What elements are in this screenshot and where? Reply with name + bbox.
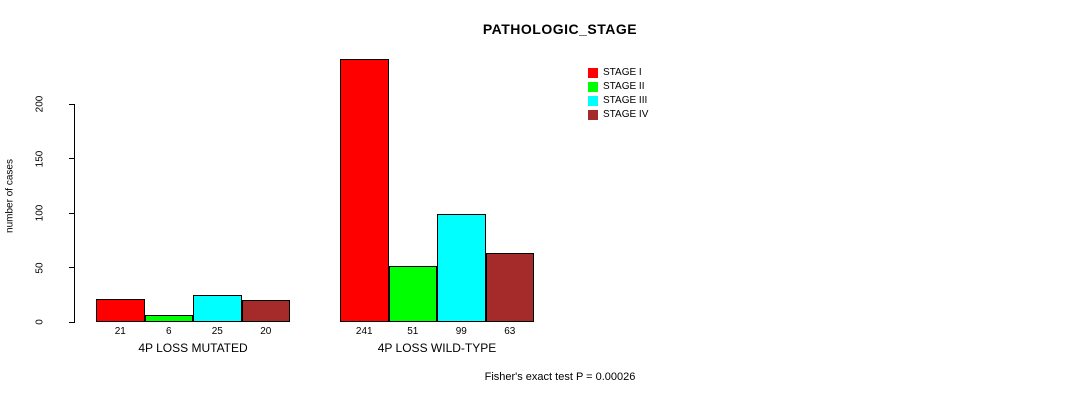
legend-label: STAGE I [603, 67, 642, 78]
bar-value-label: 20 [260, 326, 272, 337]
bar-value-label: 6 [165, 326, 172, 337]
legend-swatch [588, 96, 598, 106]
bar-stage-iii [193, 295, 242, 322]
legend-label: STAGE II [603, 81, 645, 92]
y-tick-label-text: 200 [34, 95, 46, 113]
y-tick-mark [69, 212, 74, 214]
bar-stage-iv [241, 300, 290, 322]
legend-swatch [588, 82, 598, 92]
y-tick-label-text: 150 [34, 150, 46, 167]
bar-value-label: 99 [455, 326, 467, 337]
legend-swatch [588, 110, 598, 120]
y-tick-mark [69, 103, 74, 105]
legend-label: STAGE IV [603, 109, 649, 120]
stat-caption: Fisher's exact test P = 0.00026 [484, 371, 636, 383]
bar-stage-iv [485, 253, 534, 322]
y-axis-label-text: number of cases [4, 159, 16, 233]
legend-label: STAGE III [603, 95, 648, 106]
x-category-label: 4P LOSS MUTATED [138, 341, 248, 355]
y-tick-mark [69, 321, 74, 323]
y-tick-label-text: 50 [34, 261, 46, 274]
bar-stage-i [340, 59, 389, 322]
bar-stage-ii [388, 266, 437, 322]
bar-value-label: 63 [504, 326, 516, 337]
bar-value-label: 25 [211, 326, 223, 337]
bar-stage-i [96, 299, 145, 322]
chart-title: PATHOLOGIC_STAGE [482, 21, 638, 37]
bar-value-label: 51 [407, 326, 419, 337]
bar-stage-iii [437, 214, 486, 322]
y-tick-mark [69, 158, 74, 159]
x-category-label: 4P LOSS WILD-TYPE [377, 341, 497, 355]
bar-value-label: 241 [355, 326, 373, 337]
bar-stage-ii [144, 315, 193, 322]
y-axis-line [74, 104, 75, 323]
y-tick-label-text: 0 [34, 319, 46, 325]
legend-swatch [588, 68, 598, 78]
y-tick-label-text: 100 [34, 204, 46, 222]
y-tick-mark [69, 267, 74, 268]
bar-value-label: 21 [114, 326, 126, 337]
